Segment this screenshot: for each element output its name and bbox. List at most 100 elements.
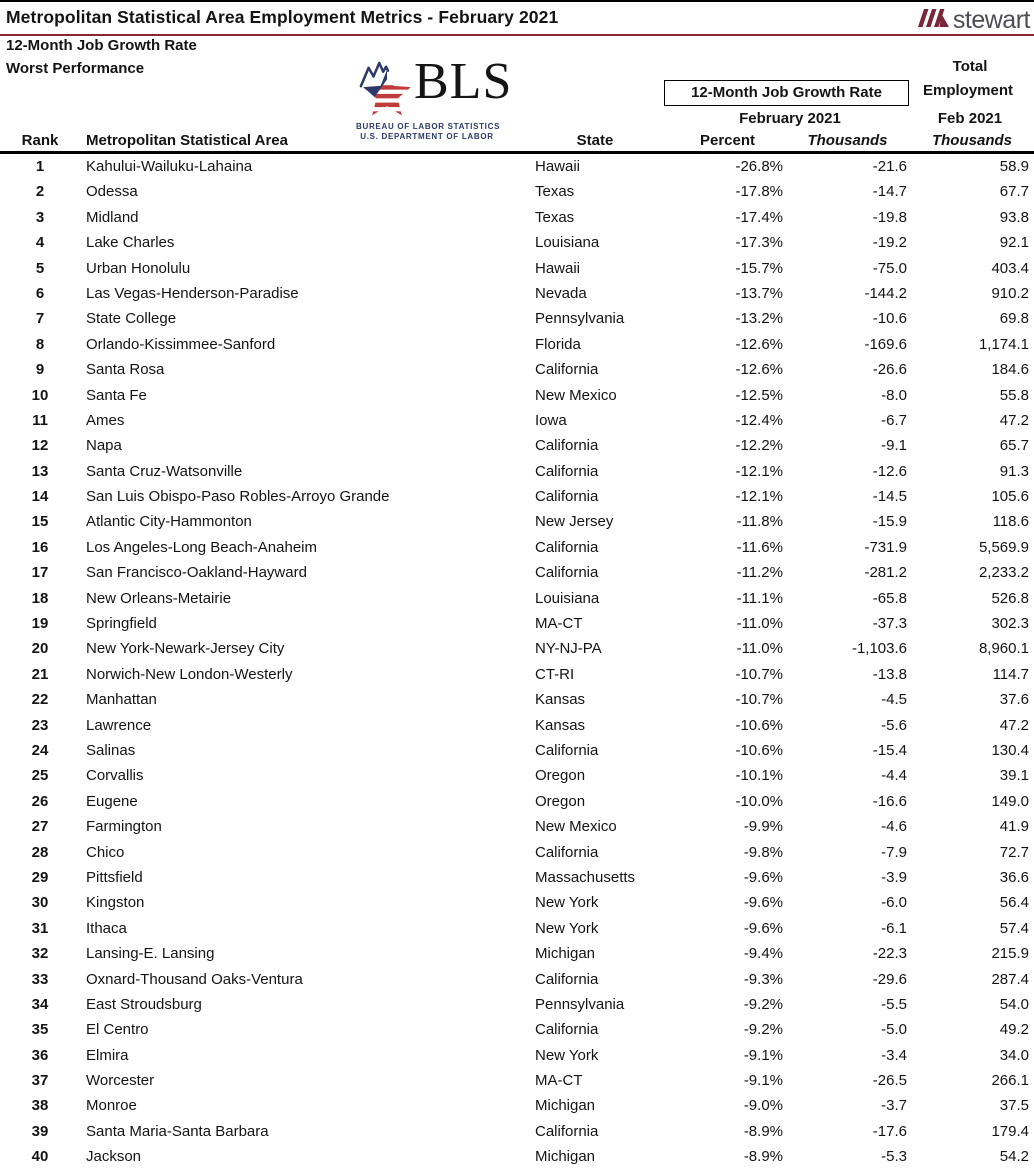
cell-total-employment: 41.9 — [999, 818, 1029, 836]
table-row: 16 Los Angeles-Long Beach-Anaheim Califo… — [0, 535, 1034, 560]
cell-thousands: -37.3 — [872, 615, 907, 633]
cell-state: California — [535, 741, 599, 759]
cell-total-employment: 55.8 — [999, 386, 1029, 404]
cell-rank: 16 — [31, 538, 49, 556]
cell-state: Louisiana — [535, 234, 600, 252]
cell-percent: -17.3% — [735, 234, 783, 252]
table-row: 14 San Luis Obispo-Paso Robles-Arroyo Gr… — [0, 484, 1034, 509]
cell-percent: -9.3% — [743, 970, 783, 988]
cell-total-employment: 91.3 — [999, 462, 1029, 480]
cell-total-employment: 5,569.9 — [978, 538, 1029, 556]
table-row: 17 San Francisco-Oakland-Hayward Califor… — [0, 560, 1034, 585]
cell-rank: 1 — [35, 158, 45, 175]
cell-percent: -17.8% — [735, 183, 783, 201]
cell-state: Oregon — [535, 792, 586, 810]
cell-rank: 17 — [31, 564, 49, 582]
cell-msa: Manhattan — [86, 691, 157, 709]
cell-percent: -9.6% — [743, 868, 783, 886]
table-row: 19 Springfield MA-CT -11.0% -37.3 302.3 — [0, 611, 1034, 636]
cell-msa: Urban Honolulu — [86, 259, 191, 277]
cell-state: California — [535, 1122, 599, 1140]
subtitle-growth-rate: 12-Month Job Growth Rate — [6, 37, 197, 54]
cell-percent: -12.1% — [735, 488, 783, 506]
cell-thousands: -19.2 — [872, 234, 907, 252]
cell-msa: Chico — [86, 843, 125, 861]
cell-rank: 14 — [31, 488, 49, 506]
table-row: 24 Salinas California -10.6% -15.4 130.4 — [0, 738, 1034, 763]
cell-total-employment: 57.4 — [999, 919, 1029, 937]
table-row: 7 State College Pennsylvania -13.2% -10.… — [0, 306, 1034, 331]
column-header-total-thousands: Thousands — [931, 132, 1012, 149]
table-row: 30 Kingston New York -9.6% -6.0 56.4 — [0, 890, 1034, 915]
cell-state: Louisiana — [535, 589, 600, 607]
cell-thousands: -3.9 — [881, 868, 907, 886]
cell-percent: -10.7% — [735, 665, 783, 683]
cell-total-employment: 72.7 — [999, 843, 1029, 861]
cell-thousands: -7.9 — [881, 843, 907, 861]
cell-thousands: -17.6 — [872, 1122, 907, 1140]
cell-msa: Lansing-E. Lansing — [86, 945, 215, 963]
cell-thousands: -21.6 — [872, 158, 907, 175]
cell-total-employment: 403.4 — [991, 259, 1029, 277]
cell-state: Michigan — [535, 945, 596, 963]
cell-total-employment: 105.6 — [991, 488, 1029, 506]
cell-state: California — [535, 843, 599, 861]
bls-acronym: BLS — [414, 53, 513, 110]
table-row: 40 Jackson Michigan -8.9% -5.3 54.2 — [0, 1144, 1034, 1169]
cell-percent: -9.2% — [743, 995, 783, 1013]
cell-total-employment: 36.6 — [999, 868, 1029, 886]
cell-msa: Santa Rosa — [86, 361, 165, 379]
cell-total-employment: 34.0 — [999, 1046, 1029, 1064]
cell-total-employment: 302.3 — [991, 615, 1029, 633]
cell-thousands: -8.0 — [881, 386, 907, 404]
column-header-state: State — [576, 132, 614, 149]
cell-msa: Midland — [86, 208, 139, 226]
cell-percent: -12.6% — [735, 361, 783, 379]
cell-thousands: -19.8 — [872, 208, 907, 226]
cell-total-employment: 67.7 — [999, 183, 1029, 201]
cell-thousands: -169.6 — [864, 335, 907, 353]
cell-rank: 37 — [31, 1072, 49, 1090]
cell-percent: -9.1% — [743, 1046, 783, 1064]
cell-rank: 34 — [31, 995, 49, 1013]
table-row: 25 Corvallis Oregon -10.1% -4.4 39.1 — [0, 763, 1034, 788]
table-row: 29 Pittsfield Massachusetts -9.6% -3.9 3… — [0, 865, 1034, 890]
table-row: 2 Odessa Texas -17.8% -14.7 67.7 — [0, 179, 1034, 204]
cell-thousands: -1,103.6 — [851, 640, 907, 658]
cell-msa: Corvallis — [86, 767, 144, 785]
cell-thousands: -6.0 — [881, 894, 907, 912]
cell-msa: Ames — [86, 411, 125, 429]
stewart-logo: stewart — [910, 5, 1031, 36]
cell-total-employment: 8,960.1 — [978, 640, 1029, 658]
cell-total-employment: 526.8 — [991, 589, 1029, 607]
table-row: 36 Elmira New York -9.1% -3.4 34.0 — [0, 1043, 1034, 1068]
table-row: 1 Kahului-Wailuku-Lahaina Hawaii -26.8% … — [0, 154, 1034, 179]
total-employment-header-line2: Employment — [922, 82, 1013, 99]
table-row: 27 Farmington New Mexico -9.9% -4.6 41.9 — [0, 814, 1034, 839]
table-row: 28 Chico California -9.8% -7.9 72.7 — [0, 840, 1034, 865]
cell-total-employment: 47.2 — [999, 411, 1029, 429]
cell-rank: 22 — [31, 691, 49, 709]
cell-msa: Salinas — [86, 741, 136, 759]
cell-rank: 24 — [31, 741, 49, 759]
cell-percent: -11.0% — [736, 615, 783, 633]
cell-msa: Orlando-Kissimmee-Sanford — [86, 335, 276, 353]
cell-rank: 39 — [31, 1122, 49, 1140]
cell-percent: -11.8% — [736, 513, 783, 531]
cell-thousands: -4.6 — [881, 818, 907, 836]
cell-thousands: -10.6 — [872, 310, 907, 328]
cell-percent: -10.0% — [735, 792, 783, 810]
title-bar: Metropolitan Statistical Area Employment… — [0, 2, 1034, 36]
cell-msa: Pittsfield — [86, 868, 143, 886]
cell-percent: -9.4% — [743, 945, 783, 963]
cell-thousands: -281.2 — [864, 564, 907, 582]
cell-percent: -9.1% — [743, 1072, 783, 1090]
cell-state: MA-CT — [535, 615, 583, 633]
cell-total-employment: 215.9 — [991, 945, 1029, 963]
cell-rank: 3 — [35, 208, 45, 226]
cell-msa: Jackson — [86, 1148, 142, 1166]
cell-rank: 12 — [31, 437, 49, 455]
cell-msa: Las Vegas-Henderson-Paradise — [86, 284, 299, 302]
subtitle-worst-performance: Worst Performance — [6, 60, 145, 77]
cell-total-employment: 2,233.2 — [978, 564, 1029, 582]
